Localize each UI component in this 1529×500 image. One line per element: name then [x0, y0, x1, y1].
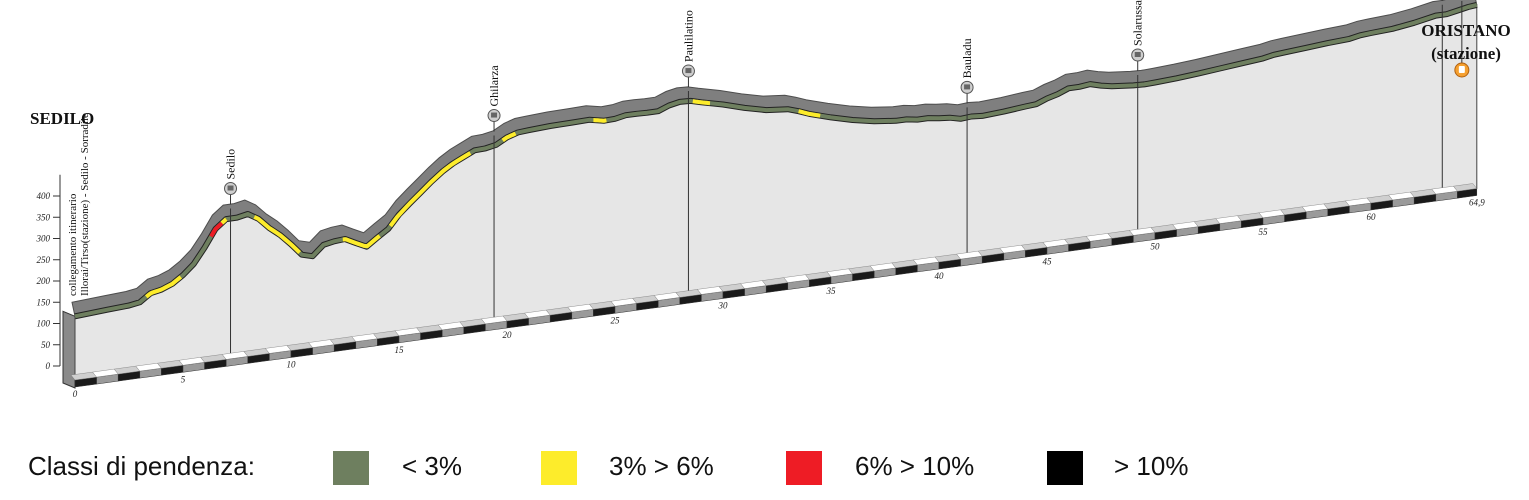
- x-tick-label: 0: [73, 389, 78, 399]
- legend-swatch-below-3: [333, 451, 369, 485]
- gradient-legend: Classi di pendenza: < 3% 3% > 6% 6% > 10…: [0, 445, 1529, 495]
- place-label: Sedilo: [224, 149, 238, 180]
- route-segment-yellow: [253, 215, 302, 255]
- y-tick-label: 0: [46, 361, 51, 371]
- place-label: Solarussa: [1131, 0, 1145, 46]
- profile-face-area: [74, 4, 1478, 381]
- x-tick-label: 10: [287, 360, 297, 370]
- place-label: Bauladu: [960, 38, 974, 78]
- profile-front-face: [74, 4, 1478, 381]
- bus-glyph: [491, 112, 498, 118]
- x-tick-label: 30: [718, 301, 729, 311]
- train-glyph: [1458, 66, 1465, 73]
- route-segment-yellow: [220, 217, 228, 225]
- profile-left-side: [62, 310, 76, 389]
- x-tick-label: 40: [935, 271, 945, 281]
- route-segment-yellow: [145, 275, 183, 299]
- y-tick-label: 300: [36, 234, 51, 244]
- km-band-top: [1453, 183, 1478, 192]
- legend-label-below-3: < 3%: [402, 451, 462, 481]
- route-segment-yellow: [798, 109, 821, 118]
- legend-swatch-3-6: [541, 451, 577, 485]
- bus-glyph: [685, 68, 692, 74]
- profile-side-face: [62, 310, 76, 389]
- route-segment-yellow: [388, 151, 472, 228]
- x-tick-label: 15: [395, 345, 405, 355]
- route-segment-yellow: [342, 234, 381, 249]
- route-segment-yellow: [692, 99, 711, 106]
- y-tick-label: 250: [37, 255, 51, 265]
- place-label: Ghilarza: [487, 65, 501, 107]
- x-tick-label: 55: [1259, 227, 1269, 237]
- bus-glyph: [964, 84, 971, 90]
- bus-glyph: [1134, 52, 1141, 58]
- route-segment-yellow: [501, 131, 517, 143]
- x-tick-label: 35: [826, 286, 837, 296]
- start-note-line1: collegamento itinerario: [67, 193, 79, 296]
- route-segment-red: [209, 221, 224, 238]
- legend-swatch-above-10: [1047, 451, 1083, 485]
- y-tick-label: 200: [37, 276, 51, 286]
- bus-glyph: [227, 185, 234, 191]
- start-note-line2: Illorai/Tirso(stazione) - Sedilo - Sorra…: [79, 113, 91, 296]
- route-segment-yellow: [593, 118, 607, 123]
- y-tick-label: 100: [37, 319, 51, 329]
- legend-label-6-10: 6% > 10%: [855, 451, 975, 481]
- y-tick-label: 150: [37, 297, 51, 307]
- y-tick-label: 50: [41, 340, 51, 350]
- place-label: Paulilatino: [681, 10, 695, 62]
- legend-label-above-10: > 10%: [1114, 451, 1189, 481]
- legend-label-3-6: 3% > 6%: [609, 451, 714, 481]
- x-tick-label: 50: [1151, 242, 1161, 252]
- legend-swatch-6-10: [786, 451, 822, 485]
- start-title: SEDILO: [30, 109, 94, 128]
- x-tick-label: 25: [611, 315, 621, 325]
- route-line: [74, 1, 1478, 320]
- end-subtitle: (stazione): [1431, 44, 1501, 63]
- end-title: ORISTANO: [1421, 21, 1510, 40]
- y-tick-label: 400: [37, 191, 51, 201]
- x-tick-label: 60: [1367, 212, 1377, 222]
- chart-labels: SEDILO ORISTANO (stazione) collegamento iti…: [30, 21, 1511, 296]
- x-tick-label: 20: [503, 330, 513, 340]
- place-markers: Sedilo Ghilarza Paulilatino Bauladu Solaruss…: [224, 0, 1470, 359]
- legend-title: Classi di pendenza:: [28, 451, 255, 481]
- y-tick-label: 350: [36, 212, 51, 222]
- x-tick-label: 5: [181, 374, 186, 384]
- elevation-profile-chart: Sedilo Ghilarza Paulilatino Bauladu Solaruss…: [30, 0, 1511, 399]
- y-axis: 0 50 100 150 200 250 300 350 400: [36, 174, 61, 371]
- x-tick-label: 45: [1043, 256, 1053, 266]
- x-tick-label: 64,9: [1469, 198, 1485, 208]
- x-axis: 0 5 10 15 20 25 30 35 40 45 50 55 60 64,9: [70, 183, 1485, 399]
